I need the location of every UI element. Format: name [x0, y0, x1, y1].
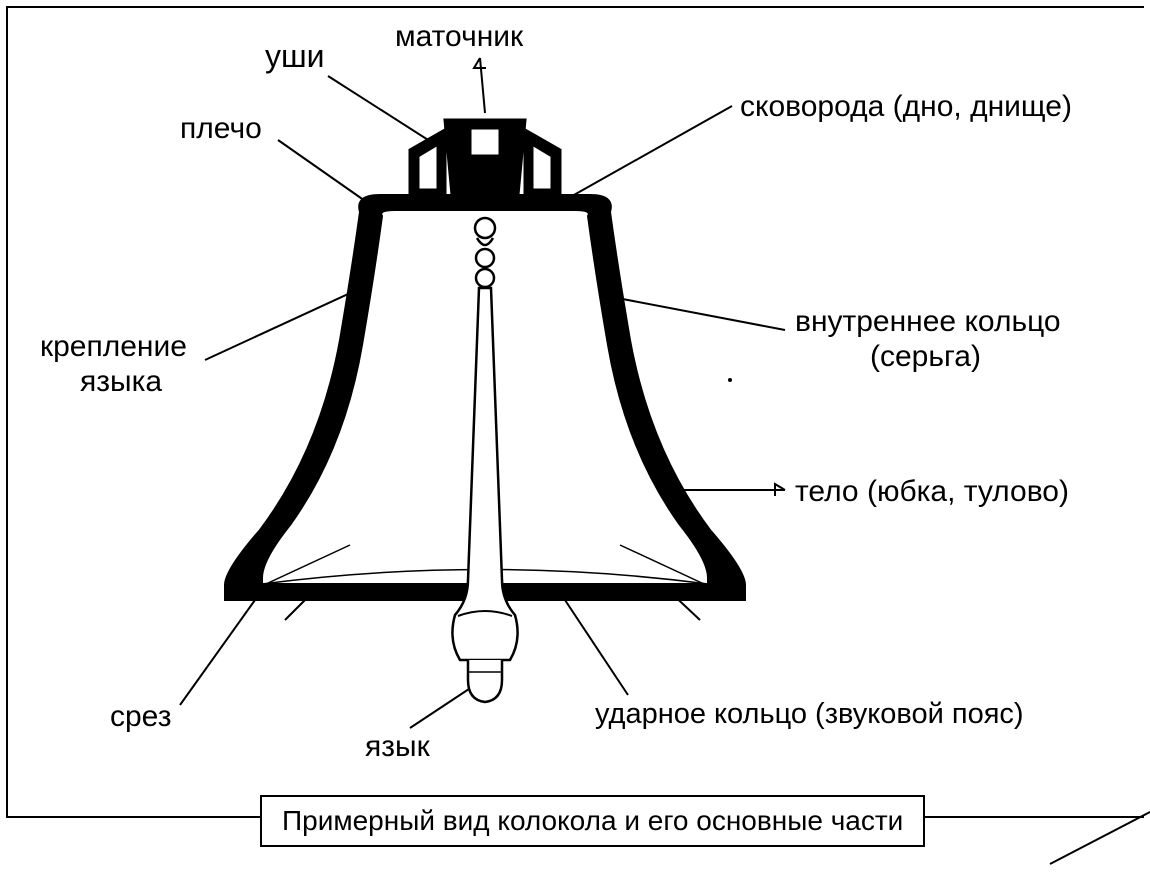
label-matochnik: маточник [395, 20, 523, 54]
label-yazyk: язык [365, 730, 430, 764]
label-udarnoe-koltso: ударное кольцо (звуковой пояс) [595, 698, 1024, 731]
caption-text: Примерный вид колокола и его основные ча… [282, 805, 903, 836]
label-ushi: уши [265, 38, 325, 75]
label-vnutrennee-2: (серьга) [870, 340, 981, 374]
label-vnutrennee-1: внутреннее кольцо [795, 305, 1061, 339]
label-srez: срез [110, 700, 171, 734]
diagram-caption: Примерный вид колокола и его основные ча… [260, 795, 925, 847]
label-kreplenie-2: языка [80, 365, 162, 399]
bell-diagram [0, 0, 1150, 864]
label-telo: тело (юбка, тулово) [795, 475, 1069, 509]
label-skovoroda: сковорода (дно, днище) [740, 90, 1072, 124]
label-plecho: плечо [180, 112, 262, 146]
label-kreplenie-1: крепление [40, 330, 187, 364]
